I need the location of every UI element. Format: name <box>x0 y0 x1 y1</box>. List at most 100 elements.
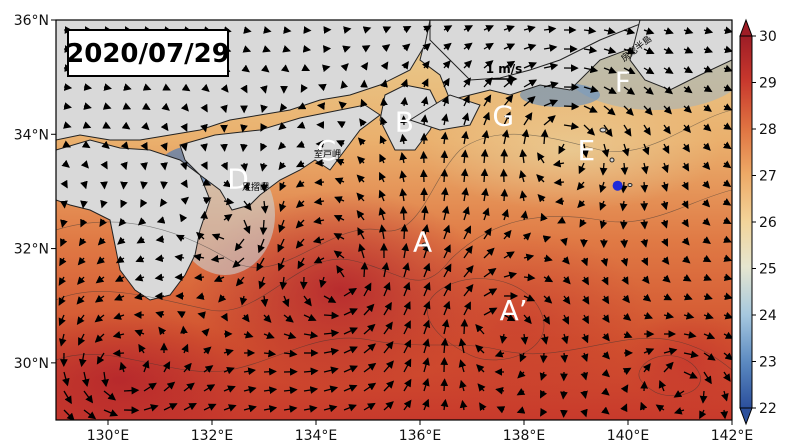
current-arrow <box>662 274 671 283</box>
current-arrow <box>542 235 552 243</box>
current-arrow <box>200 143 208 152</box>
current-arrow <box>163 381 176 392</box>
current-arrow <box>142 102 151 110</box>
current-arrow <box>278 122 287 131</box>
current-arrow <box>722 216 732 225</box>
current-arrow <box>623 124 632 137</box>
current-arrow <box>581 295 590 305</box>
current-arrow <box>160 122 169 132</box>
current-arrow <box>100 160 108 170</box>
current-arrow <box>483 307 498 316</box>
current-arrow <box>581 314 589 325</box>
current-arrow <box>240 84 248 94</box>
current-arrow <box>243 404 257 413</box>
current-arrow <box>662 143 670 154</box>
current-arrow <box>58 333 67 347</box>
current-arrow <box>263 349 277 358</box>
current-arrow <box>483 227 492 240</box>
current-arrow <box>140 199 148 208</box>
colorbar-tick-label: 24 <box>759 308 777 324</box>
current-arrow <box>443 282 451 297</box>
current-arrow <box>580 257 589 267</box>
current-arrow <box>203 346 212 355</box>
current-arrow <box>723 45 732 54</box>
current-arrow <box>295 238 305 249</box>
current-arrow <box>663 86 674 95</box>
current-arrow <box>580 371 589 381</box>
current-arrow <box>256 257 265 272</box>
current-arrow <box>723 26 732 35</box>
current-arrow <box>76 314 85 325</box>
current-arrow <box>702 123 712 132</box>
region-label-F: F <box>615 65 631 98</box>
current-arrow <box>661 256 670 265</box>
current-arrow <box>722 179 732 188</box>
current-arrow <box>523 314 532 325</box>
current-arrow <box>560 237 568 247</box>
current-arrow <box>378 224 387 240</box>
current-arrow <box>663 124 671 135</box>
current-arrow <box>540 212 548 222</box>
place-label-ashizuri: 足摺岬 <box>242 181 269 193</box>
current-arrow <box>62 140 72 148</box>
current-arrow <box>142 83 152 91</box>
current-arrow <box>258 276 266 290</box>
current-arrow <box>640 238 649 248</box>
current-arrow <box>681 162 690 172</box>
current-arrow <box>218 294 227 303</box>
current-arrow <box>379 116 388 126</box>
current-arrow <box>560 390 568 400</box>
current-arrow <box>623 27 636 35</box>
current-arrow <box>463 25 474 33</box>
current-arrow <box>321 64 331 73</box>
current-arrow <box>623 105 634 116</box>
current-arrow <box>260 104 268 114</box>
current-arrow <box>623 66 636 74</box>
scale-label: 1 m/s <box>486 62 523 76</box>
current-arrow <box>260 181 269 193</box>
current-arrow <box>156 216 166 224</box>
current-arrow <box>601 351 610 360</box>
current-arrow <box>599 162 608 176</box>
current-arrow <box>601 295 610 305</box>
current-arrow <box>520 210 529 221</box>
current-arrow <box>155 235 165 243</box>
current-arrow <box>441 205 450 221</box>
current-arrow <box>239 295 248 306</box>
current-arrow <box>379 153 387 164</box>
current-arrow <box>103 390 117 401</box>
current-arrow <box>540 333 549 345</box>
current-arrow <box>82 121 92 129</box>
current-arrow <box>383 301 392 316</box>
current-arrow <box>601 369 610 378</box>
current-arrow <box>78 237 87 247</box>
current-arrow <box>720 409 729 420</box>
x-tick-label: 140°E <box>607 428 650 444</box>
current-arrow <box>482 207 490 221</box>
current-arrow <box>296 121 306 129</box>
current-arrow <box>363 303 375 316</box>
current-arrow <box>323 366 339 375</box>
current-arrow <box>603 66 617 74</box>
current-arrow <box>358 243 366 259</box>
current-arrow <box>402 25 412 34</box>
current-arrow <box>603 27 616 35</box>
current-arrow <box>503 271 518 280</box>
current-arrow <box>483 288 498 297</box>
current-arrow <box>622 312 632 321</box>
current-arrow <box>193 253 205 262</box>
current-arrow <box>119 361 127 373</box>
current-arrow <box>581 333 589 344</box>
current-arrow <box>211 233 225 241</box>
current-arrow <box>603 105 616 116</box>
current-arrow <box>220 161 228 171</box>
current-arrow <box>462 206 470 221</box>
current-arrow <box>519 352 527 363</box>
current-arrow <box>557 216 566 224</box>
current-arrow <box>403 281 411 297</box>
current-arrow <box>723 292 732 301</box>
current-arrow <box>503 60 516 69</box>
current-arrow <box>463 60 473 69</box>
current-arrow <box>363 382 377 392</box>
